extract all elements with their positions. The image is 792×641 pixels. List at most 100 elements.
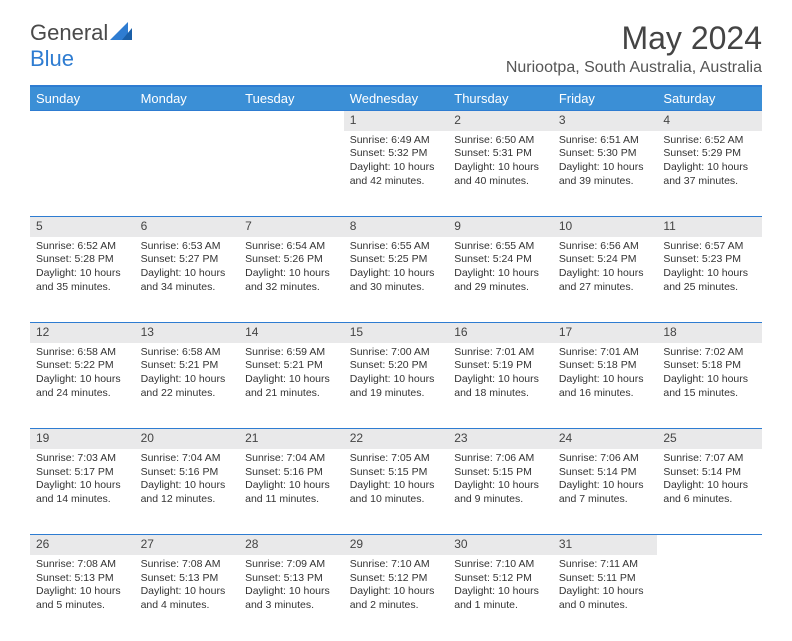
details-row: Sunrise: 7:03 AMSunset: 5:17 PMDaylight:… <box>30 449 762 535</box>
day-details-cell: Sunrise: 7:10 AMSunset: 5:12 PMDaylight:… <box>448 555 553 641</box>
day-number-cell: 22 <box>344 429 449 449</box>
sunset-text: Sunset: 5:31 PM <box>454 147 547 161</box>
daylight-text-2: and 10 minutes. <box>350 493 443 507</box>
daylight-text-2: and 1 minute. <box>454 599 547 613</box>
day-details-cell <box>657 555 762 641</box>
sunrise-text: Sunrise: 6:57 AM <box>663 240 756 254</box>
day-details-cell: Sunrise: 7:06 AMSunset: 5:15 PMDaylight:… <box>448 449 553 535</box>
sunset-text: Sunset: 5:12 PM <box>350 572 443 586</box>
weekday-header: Friday <box>553 86 658 111</box>
day-number-cell: 20 <box>135 429 240 449</box>
daylight-text-2: and 11 minutes. <box>245 493 338 507</box>
daylight-text-2: and 34 minutes. <box>141 281 234 295</box>
sunset-text: Sunset: 5:17 PM <box>36 466 129 480</box>
daylight-text-1: Daylight: 10 hours <box>663 479 756 493</box>
day-number-cell: 31 <box>553 535 658 555</box>
day-number-cell: 15 <box>344 323 449 343</box>
weekday-header: Wednesday <box>344 86 449 111</box>
day-details-cell: Sunrise: 7:08 AMSunset: 5:13 PMDaylight:… <box>135 555 240 641</box>
day-number-cell: 17 <box>553 323 658 343</box>
daynum-row: 262728293031 <box>30 535 762 555</box>
daylight-text-2: and 7 minutes. <box>559 493 652 507</box>
daylight-text-2: and 27 minutes. <box>559 281 652 295</box>
sunrise-text: Sunrise: 7:01 AM <box>559 346 652 360</box>
day-details-cell: Sunrise: 7:07 AMSunset: 5:14 PMDaylight:… <box>657 449 762 535</box>
day-details-cell: Sunrise: 6:50 AMSunset: 5:31 PMDaylight:… <box>448 131 553 217</box>
day-number-cell: 7 <box>239 217 344 237</box>
daylight-text-1: Daylight: 10 hours <box>245 267 338 281</box>
daylight-text-2: and 14 minutes. <box>36 493 129 507</box>
sunset-text: Sunset: 5:29 PM <box>663 147 756 161</box>
day-details-cell: Sunrise: 6:57 AMSunset: 5:23 PMDaylight:… <box>657 237 762 323</box>
day-number-cell: 9 <box>448 217 553 237</box>
daylight-text-2: and 30 minutes. <box>350 281 443 295</box>
details-row: Sunrise: 6:52 AMSunset: 5:28 PMDaylight:… <box>30 237 762 323</box>
day-number-cell: 24 <box>553 429 658 449</box>
daylight-text-2: and 39 minutes. <box>559 175 652 189</box>
day-number-cell: 18 <box>657 323 762 343</box>
sunrise-text: Sunrise: 6:49 AM <box>350 134 443 148</box>
sunrise-text: Sunrise: 7:02 AM <box>663 346 756 360</box>
sunset-text: Sunset: 5:14 PM <box>559 466 652 480</box>
daylight-text-1: Daylight: 10 hours <box>454 479 547 493</box>
sunrise-text: Sunrise: 7:00 AM <box>350 346 443 360</box>
day-details-cell: Sunrise: 6:52 AMSunset: 5:29 PMDaylight:… <box>657 131 762 217</box>
location: Nuriootpa, South Australia, Australia <box>506 59 762 77</box>
day-details-cell <box>135 131 240 217</box>
daylight-text-2: and 15 minutes. <box>663 387 756 401</box>
daylight-text-2: and 21 minutes. <box>245 387 338 401</box>
sunrise-text: Sunrise: 6:52 AM <box>663 134 756 148</box>
daylight-text-2: and 6 minutes. <box>663 493 756 507</box>
sunset-text: Sunset: 5:23 PM <box>663 253 756 267</box>
sunset-text: Sunset: 5:22 PM <box>36 359 129 373</box>
daynum-row: 12131415161718 <box>30 323 762 343</box>
daylight-text-1: Daylight: 10 hours <box>350 267 443 281</box>
brand-part1: General <box>30 20 108 45</box>
day-number-cell: 4 <box>657 111 762 131</box>
brand-part2: Blue <box>30 46 74 71</box>
day-number-cell <box>135 111 240 131</box>
daylight-text-2: and 19 minutes. <box>350 387 443 401</box>
daylight-text-1: Daylight: 10 hours <box>350 373 443 387</box>
day-number-cell: 16 <box>448 323 553 343</box>
daylight-text-2: and 4 minutes. <box>141 599 234 613</box>
day-details-cell: Sunrise: 7:11 AMSunset: 5:11 PMDaylight:… <box>553 555 658 641</box>
daylight-text-1: Daylight: 10 hours <box>36 267 129 281</box>
day-number-cell: 12 <box>30 323 135 343</box>
daylight-text-2: and 16 minutes. <box>559 387 652 401</box>
weekday-header: Tuesday <box>239 86 344 111</box>
sunset-text: Sunset: 5:15 PM <box>350 466 443 480</box>
sunrise-text: Sunrise: 6:56 AM <box>559 240 652 254</box>
daylight-text-1: Daylight: 10 hours <box>559 479 652 493</box>
day-details-cell: Sunrise: 6:52 AMSunset: 5:28 PMDaylight:… <box>30 237 135 323</box>
weekday-header: Thursday <box>448 86 553 111</box>
day-details-cell: Sunrise: 7:01 AMSunset: 5:18 PMDaylight:… <box>553 343 658 429</box>
day-number-cell: 27 <box>135 535 240 555</box>
sunrise-text: Sunrise: 6:50 AM <box>454 134 547 148</box>
day-number-cell: 28 <box>239 535 344 555</box>
sunset-text: Sunset: 5:24 PM <box>454 253 547 267</box>
day-number-cell: 5 <box>30 217 135 237</box>
sunrise-text: Sunrise: 6:53 AM <box>141 240 234 254</box>
day-details-cell: Sunrise: 6:51 AMSunset: 5:30 PMDaylight:… <box>553 131 658 217</box>
day-number-cell: 29 <box>344 535 449 555</box>
sunset-text: Sunset: 5:19 PM <box>454 359 547 373</box>
weekday-header: Saturday <box>657 86 762 111</box>
day-number-cell: 26 <box>30 535 135 555</box>
daylight-text-1: Daylight: 10 hours <box>350 479 443 493</box>
daylight-text-2: and 18 minutes. <box>454 387 547 401</box>
day-details-cell: Sunrise: 6:55 AMSunset: 5:25 PMDaylight:… <box>344 237 449 323</box>
daylight-text-1: Daylight: 10 hours <box>245 479 338 493</box>
sunrise-text: Sunrise: 6:58 AM <box>36 346 129 360</box>
calendar-table: SundayMondayTuesdayWednesdayThursdayFrid… <box>30 85 762 641</box>
day-number-cell: 2 <box>448 111 553 131</box>
sunset-text: Sunset: 5:18 PM <box>559 359 652 373</box>
sunrise-text: Sunrise: 7:10 AM <box>454 558 547 572</box>
sunrise-text: Sunrise: 6:59 AM <box>245 346 338 360</box>
day-details-cell: Sunrise: 6:56 AMSunset: 5:24 PMDaylight:… <box>553 237 658 323</box>
daylight-text-1: Daylight: 10 hours <box>454 161 547 175</box>
day-details-cell: Sunrise: 7:08 AMSunset: 5:13 PMDaylight:… <box>30 555 135 641</box>
sunset-text: Sunset: 5:15 PM <box>454 466 547 480</box>
sunrise-text: Sunrise: 6:55 AM <box>454 240 547 254</box>
daylight-text-2: and 25 minutes. <box>663 281 756 295</box>
